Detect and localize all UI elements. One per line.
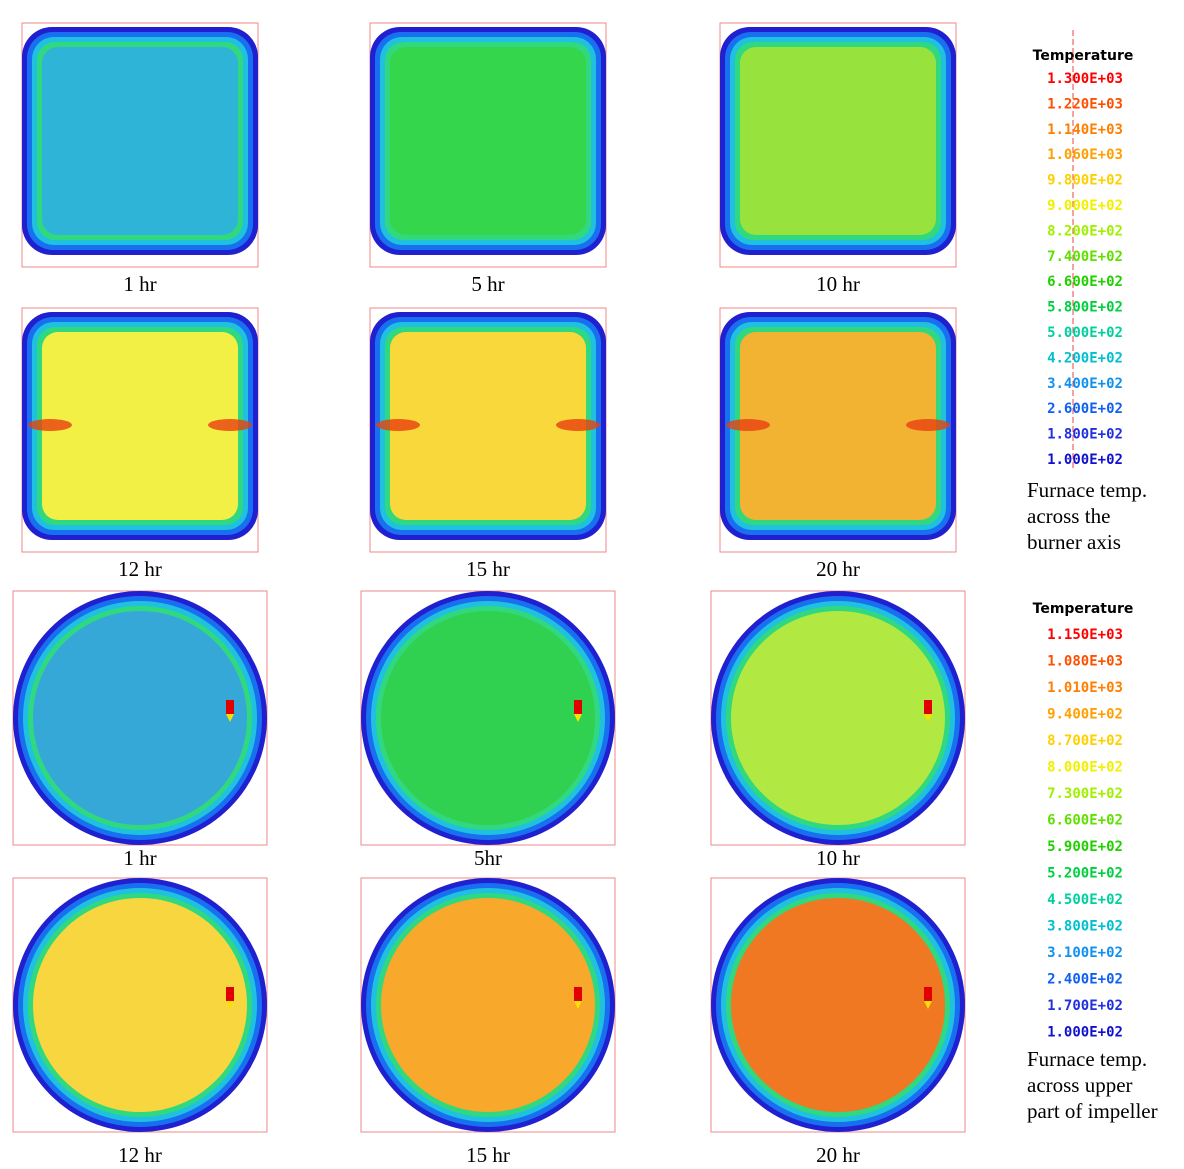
legend-value: 5.000E+02	[1047, 325, 1123, 341]
legend-value: 5.900E+02	[1047, 839, 1123, 855]
legend-value: 6.600E+02	[1047, 813, 1123, 829]
marker	[226, 987, 234, 1001]
panel-label: 1 hr	[123, 272, 156, 296]
legend-value: 8.000E+02	[1047, 760, 1123, 776]
legend-caption: burner axis	[1027, 530, 1121, 554]
legend-value: 1.140E+03	[1047, 122, 1123, 138]
legend-caption: across the	[1027, 504, 1110, 528]
legend-value: 4.200E+02	[1047, 350, 1123, 366]
marker	[574, 700, 582, 714]
legend-value: 2.600E+02	[1047, 401, 1123, 417]
legend-caption: part of impeller	[1027, 1099, 1158, 1123]
legend-caption: across upper	[1027, 1073, 1133, 1097]
legend-value: 5.200E+02	[1047, 866, 1123, 882]
marker	[924, 987, 932, 1001]
legend-value: 1.700E+02	[1047, 998, 1123, 1014]
legend-value: 1.060E+03	[1047, 147, 1123, 163]
legend-value: 9.000E+02	[1047, 198, 1123, 214]
marker	[924, 700, 932, 714]
panel-label: 10 hr	[816, 272, 860, 296]
legend-value: 7.400E+02	[1047, 249, 1123, 265]
section-fill	[33, 898, 247, 1112]
panel-label: 12 hr	[118, 1143, 162, 1167]
figure: 1 hr 5 hr 10 hr 12 hr 15 hr 20 hr 1 hr 5hr 10 hr…	[0, 0, 1184, 1169]
panel-label: 20 hr	[816, 557, 860, 581]
panel-label: 10 hr	[816, 846, 860, 870]
legend-value: 1.010E+03	[1047, 680, 1123, 696]
legend-value: 1.000E+02	[1047, 452, 1123, 468]
section-fill	[731, 611, 945, 825]
legend-value: 4.500E+02	[1047, 892, 1123, 908]
legend-value: 9.400E+02	[1047, 707, 1123, 723]
section-fill	[390, 47, 586, 235]
legend-value: 1.220E+03	[1047, 96, 1123, 112]
legend-value: 3.400E+02	[1047, 376, 1123, 392]
hot-spot	[556, 419, 600, 431]
legend-value: 8.200E+02	[1047, 223, 1123, 239]
legend-value: 1.300E+03	[1047, 71, 1123, 87]
hot-spot	[208, 419, 252, 431]
panel-label: 1 hr	[123, 846, 156, 870]
legend-value: 1.080E+03	[1047, 654, 1123, 670]
panel-label: 15 hr	[466, 557, 510, 581]
section-fill	[33, 611, 247, 825]
section-fill	[381, 898, 595, 1112]
hot-spot	[906, 419, 950, 431]
legend-caption: Furnace temp.	[1027, 478, 1147, 502]
section-fill	[740, 47, 936, 235]
section-fill	[381, 611, 595, 825]
legend-caption: Furnace temp.	[1027, 1047, 1147, 1071]
panel-label: 5 hr	[471, 272, 504, 296]
legend-value: 3.100E+02	[1047, 945, 1123, 961]
hot-spot	[726, 419, 770, 431]
section-fill	[42, 47, 238, 235]
legend-value: 7.300E+02	[1047, 786, 1123, 802]
legend-value: 1.150E+03	[1047, 627, 1123, 643]
marker	[226, 700, 234, 714]
legend-value: 2.400E+02	[1047, 972, 1123, 988]
legend-value: 8.700E+02	[1047, 733, 1123, 749]
panel-label: 15 hr	[466, 1143, 510, 1167]
section-fill	[731, 898, 945, 1112]
legend-title: Temperature	[1033, 48, 1134, 64]
legend-value: 6.600E+02	[1047, 274, 1123, 290]
legend-value: 9.800E+02	[1047, 173, 1123, 189]
legend-title: Temperature	[1033, 601, 1134, 617]
panel-label: 12 hr	[118, 557, 162, 581]
marker	[574, 987, 582, 1001]
legend-value: 1.800E+02	[1047, 427, 1123, 443]
panel-label: 5hr	[474, 846, 502, 870]
hot-spot	[376, 419, 420, 431]
legend-value: 5.800E+02	[1047, 300, 1123, 316]
legend-value: 1.000E+02	[1047, 1025, 1123, 1041]
panel-label: 20 hr	[816, 1143, 860, 1167]
legend-value: 3.800E+02	[1047, 919, 1123, 935]
hot-spot	[28, 419, 72, 431]
